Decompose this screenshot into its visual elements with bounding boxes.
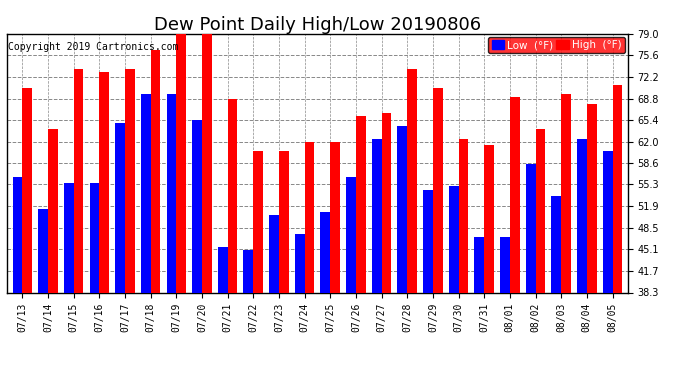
Bar: [12, 177, 22, 292]
Bar: [346, 177, 356, 292]
Bar: [218, 247, 228, 292]
Bar: [38, 209, 48, 292]
Bar: [475, 237, 484, 292]
Bar: [382, 113, 391, 292]
Legend: Low  (°F), High  (°F): Low (°F), High (°F): [489, 37, 624, 53]
Bar: [22, 88, 32, 292]
Bar: [586, 104, 597, 292]
Bar: [269, 215, 279, 292]
Bar: [526, 164, 535, 292]
Bar: [331, 142, 340, 292]
Bar: [150, 50, 160, 292]
Bar: [535, 129, 545, 292]
Bar: [253, 152, 263, 292]
Bar: [423, 189, 433, 292]
Bar: [448, 186, 459, 292]
Bar: [510, 98, 520, 292]
Bar: [166, 94, 176, 292]
Bar: [397, 126, 407, 292]
Bar: [99, 72, 109, 292]
Bar: [279, 152, 288, 292]
Bar: [202, 34, 212, 292]
Bar: [320, 212, 331, 292]
Bar: [561, 94, 571, 292]
Bar: [228, 99, 237, 292]
Bar: [90, 183, 99, 292]
Bar: [125, 69, 135, 292]
Bar: [74, 69, 83, 292]
Bar: [141, 94, 150, 292]
Bar: [304, 142, 315, 292]
Bar: [577, 139, 586, 292]
Bar: [176, 34, 186, 292]
Bar: [551, 196, 561, 292]
Bar: [48, 129, 58, 292]
Bar: [603, 152, 613, 292]
Title: Dew Point Daily High/Low 20190806: Dew Point Daily High/Low 20190806: [154, 16, 481, 34]
Bar: [295, 234, 304, 292]
Bar: [356, 116, 366, 292]
Bar: [244, 250, 253, 292]
Bar: [500, 237, 510, 292]
Bar: [484, 145, 494, 292]
Bar: [433, 88, 442, 292]
Bar: [193, 120, 202, 292]
Bar: [64, 183, 74, 292]
Text: Copyright 2019 Cartronics.com: Copyright 2019 Cartronics.com: [8, 42, 179, 51]
Bar: [613, 85, 622, 292]
Bar: [372, 139, 382, 292]
Bar: [115, 123, 125, 292]
Bar: [407, 69, 417, 292]
Bar: [459, 139, 469, 292]
